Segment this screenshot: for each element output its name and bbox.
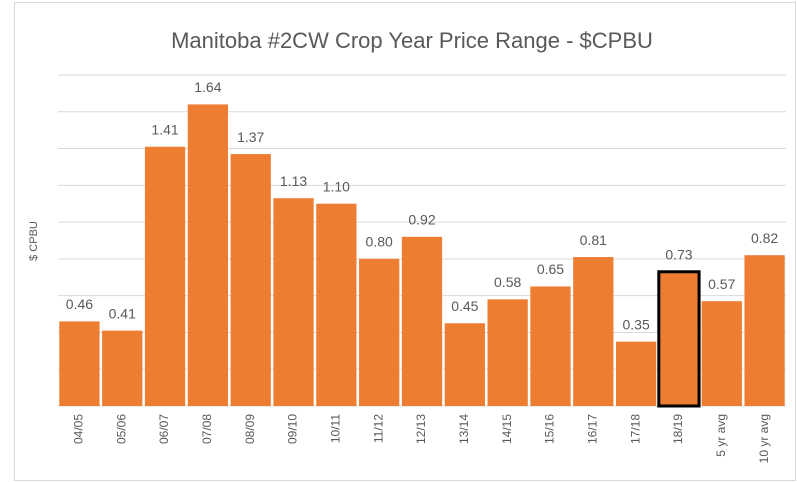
data-label: 1.13 [280, 173, 307, 189]
x-tick-label: 5 yr avg [714, 414, 728, 457]
data-label: 0.46 [66, 296, 93, 312]
x-tick-label: 12/13 [414, 414, 428, 444]
bar [444, 323, 485, 406]
bar [359, 258, 400, 406]
data-label: 0.58 [494, 274, 521, 290]
data-label: 0.81 [580, 232, 607, 248]
bar [573, 257, 614, 406]
x-tick-label: 10 yr avg [757, 414, 771, 463]
data-label: 1.41 [151, 121, 178, 137]
x-tick-label: 11/12 [371, 414, 385, 443]
bar [273, 198, 314, 406]
data-label: 0.80 [366, 234, 393, 250]
chart-title: Manitoba #2CW Crop Year Price Range - $C… [171, 28, 653, 53]
data-label: 0.73 [665, 246, 692, 262]
data-label: 1.37 [237, 129, 264, 145]
x-tick-label: 04/05 [72, 414, 86, 444]
bar [530, 286, 571, 406]
data-label: 0.57 [708, 276, 735, 292]
x-tick-label: 13/14 [457, 414, 471, 444]
bar [487, 299, 528, 406]
data-label: 0.41 [109, 305, 136, 321]
x-tick-label: 17/18 [628, 414, 642, 444]
bar [144, 146, 186, 406]
bar [187, 104, 229, 406]
x-tick-label: 09/10 [286, 414, 300, 444]
data-label: 0.82 [751, 230, 778, 246]
x-tick-label: 07/08 [200, 414, 214, 444]
data-label: 0.65 [537, 261, 564, 277]
x-tick-label: 14/15 [500, 414, 514, 444]
x-tick-label: 16/17 [585, 414, 599, 444]
x-tick-label: 08/09 [243, 414, 257, 444]
bar [744, 255, 785, 406]
x-tick-label: 06/07 [157, 414, 171, 444]
bar [657, 270, 701, 408]
bar [401, 236, 443, 406]
x-tick-label: 18/19 [671, 414, 685, 444]
data-label: 0.45 [451, 298, 478, 314]
data-label: 1.64 [194, 79, 221, 95]
x-tick-label: 05/06 [114, 414, 128, 444]
data-label: 0.35 [622, 316, 649, 332]
bar [615, 341, 657, 406]
x-tick-label: 10/11 [329, 414, 343, 443]
bar [701, 301, 742, 406]
data-label: 1.10 [323, 178, 350, 194]
x-tick-label: 15/16 [543, 414, 557, 444]
bar [102, 330, 143, 406]
bar [316, 203, 357, 406]
bar [230, 154, 271, 406]
data-label: 0.92 [408, 212, 435, 228]
bar [59, 321, 100, 406]
y-axis-label: $ CPBU [28, 221, 40, 261]
